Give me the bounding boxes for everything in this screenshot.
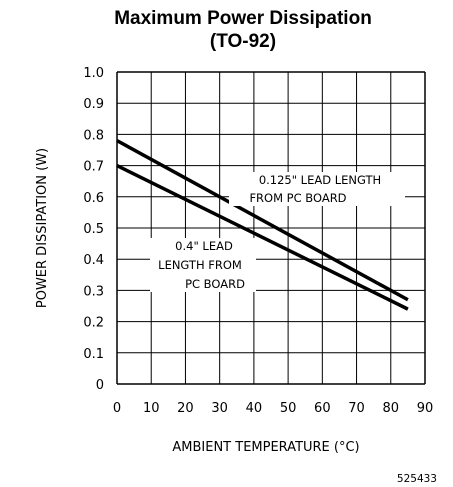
y-tick-label: 1.0 <box>83 66 104 81</box>
x-tick-label: 10 <box>143 401 160 416</box>
tick-labels: 0 10 20 30 40 50 60 70 80 90 0 0.1 0.2 0.3 0.4 0.5 0.6 0.… <box>83 66 433 416</box>
series-lines <box>116 139 409 311</box>
annotation-04-line-2: LENGTH FROM <box>158 258 242 272</box>
annotation-0125-background <box>229 172 405 206</box>
y-tick-label: 0.2 <box>83 316 104 331</box>
annotation-04-lead: 0.4" LEAD LENGTH FROM PC BOARD <box>150 238 256 292</box>
annotation-04-line-1: 0.4" LEAD <box>175 239 233 253</box>
annotation-04-line-3: PC BOARD <box>185 277 245 291</box>
annotation-0125-lead: 0.125" LEAD LENGTH FROM PC BOARD <box>229 172 405 206</box>
y-tick-label: 0.6 <box>83 191 104 206</box>
y-tick-label: 0.5 <box>83 222 104 237</box>
series-line-1 <box>116 164 409 311</box>
x-tick-label: 80 <box>383 401 400 416</box>
y-tick-label: 0.7 <box>83 160 104 175</box>
y-tick-label: 0.3 <box>83 284 104 299</box>
chart-subtitle: (TO-92) <box>210 31 276 52</box>
annotation-0125-line-1: 0.125" LEAD LENGTH <box>259 173 381 187</box>
y-tick-label: 0.9 <box>83 97 104 112</box>
y-tick-label: 0 <box>96 378 104 393</box>
x-axis-label: AMBIENT TEMPERATURE (°C) <box>172 440 359 455</box>
series-line-0 <box>116 139 409 302</box>
x-tick-label: 30 <box>211 401 228 416</box>
x-tick-label: 20 <box>177 401 194 416</box>
y-tick-label: 0.4 <box>83 253 104 268</box>
annotation-0125-line-2: FROM PC BOARD <box>249 191 346 205</box>
x-tick-label: 60 <box>314 401 331 416</box>
grid <box>116 71 426 385</box>
x-tick-label: 0 <box>113 401 121 416</box>
annotation-04-background <box>150 238 256 292</box>
y-axis-label: POWER DISSIPATION (W) <box>35 148 50 308</box>
x-tick-label: 90 <box>417 401 434 416</box>
figure-id: 525433 <box>397 473 437 485</box>
y-tick-label: 0.8 <box>83 128 104 143</box>
y-tick-label: 0.1 <box>83 347 104 362</box>
x-tick-label: 50 <box>280 401 297 416</box>
x-tick-label: 40 <box>246 401 263 416</box>
chart-title: Maximum Power Dissipation <box>114 8 372 29</box>
x-tick-label: 70 <box>348 401 365 416</box>
